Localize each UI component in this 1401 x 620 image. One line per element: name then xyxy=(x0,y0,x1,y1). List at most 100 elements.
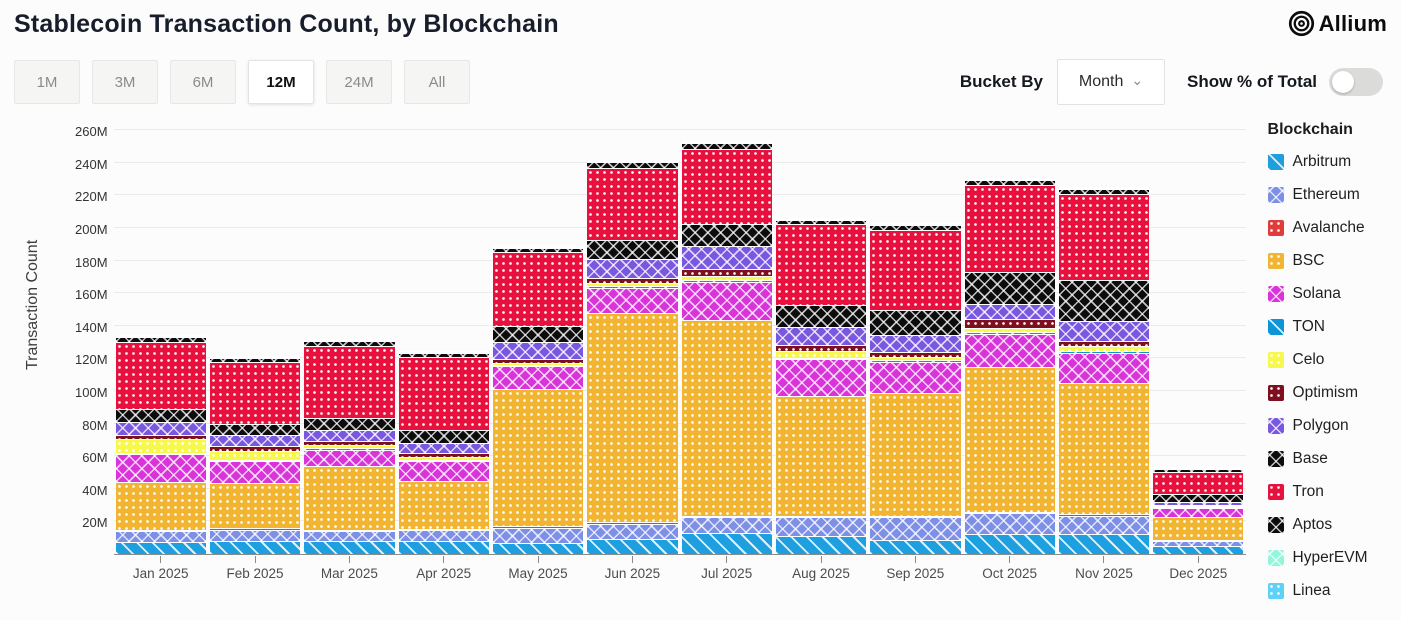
segment-optimism-aug-2025[interactable] xyxy=(775,344,867,352)
segment-optimism-jul-2025[interactable] xyxy=(681,269,772,276)
segment-polygon-sep-2025[interactable] xyxy=(870,334,961,352)
bar-dec-2025[interactable] xyxy=(1151,115,1245,554)
legend-item-hyperevm[interactable]: HyperEVM xyxy=(1267,549,1401,567)
segment-solana-feb-2025[interactable] xyxy=(209,461,301,484)
segment-ethereum-mar-2025[interactable] xyxy=(304,531,395,541)
segment-polygon-apr-2025[interactable] xyxy=(398,442,489,454)
segment-hyperevm-jan-2025[interactable] xyxy=(115,335,206,337)
segment-bsc-feb-2025[interactable] xyxy=(209,483,301,529)
segment-ethereum-sep-2025[interactable] xyxy=(870,517,961,541)
segment-hyperevm-jun-2025[interactable] xyxy=(587,161,678,163)
bar-feb-2025[interactable] xyxy=(208,115,302,554)
segment-ton-may-2025[interactable] xyxy=(492,364,584,366)
segment-solana-may-2025[interactable] xyxy=(492,365,584,390)
segment-celo-apr-2025[interactable] xyxy=(398,457,489,460)
segment-celo-jun-2025[interactable] xyxy=(587,283,678,287)
range-button-12m[interactable]: 12M xyxy=(248,60,314,104)
segment-arbitrum-oct-2025[interactable] xyxy=(964,534,1055,554)
segment-celo-may-2025[interactable] xyxy=(492,363,584,365)
segment-linea-jun-2025[interactable] xyxy=(587,160,678,162)
segment-polygon-aug-2025[interactable] xyxy=(775,326,867,345)
segment-aptos-sep-2025[interactable] xyxy=(870,224,961,230)
segment-ton-mar-2025[interactable] xyxy=(304,448,395,451)
legend-item-linea[interactable]: Linea xyxy=(1267,582,1401,600)
segment-solana-jan-2025[interactable] xyxy=(115,454,206,482)
segment-ton-apr-2025[interactable] xyxy=(398,459,489,462)
segment-avalanche-dec-2025[interactable] xyxy=(1153,539,1244,541)
segment-base-jan-2025[interactable] xyxy=(115,408,206,422)
segment-aptos-oct-2025[interactable] xyxy=(964,180,1055,185)
segment-optimism-apr-2025[interactable] xyxy=(398,453,489,458)
segment-solana-sep-2025[interactable] xyxy=(870,361,961,393)
segment-aptos-may-2025[interactable] xyxy=(492,247,584,253)
segment-tron-dec-2025[interactable] xyxy=(1153,471,1244,494)
segment-avalanche-may-2025[interactable] xyxy=(492,526,584,528)
segment-arbitrum-jun-2025[interactable] xyxy=(587,539,678,554)
segment-linea-dec-2025[interactable] xyxy=(1153,467,1244,469)
segment-base-feb-2025[interactable] xyxy=(209,424,301,435)
segment-hyperevm-dec-2025[interactable] xyxy=(1153,468,1244,470)
segment-tron-mar-2025[interactable] xyxy=(304,345,395,418)
segment-linea-mar-2025[interactable] xyxy=(304,338,395,340)
bar-jun-2025[interactable] xyxy=(585,115,679,554)
segment-hyperevm-may-2025[interactable] xyxy=(492,246,584,248)
segment-arbitrum-may-2025[interactable] xyxy=(492,542,584,554)
segment-polygon-mar-2025[interactable] xyxy=(304,429,395,442)
segment-hyperevm-jul-2025[interactable] xyxy=(681,142,772,144)
range-button-1m[interactable]: 1M xyxy=(14,60,80,104)
segment-base-sep-2025[interactable] xyxy=(870,309,961,335)
segment-tron-aug-2025[interactable] xyxy=(775,224,867,305)
bar-jul-2025[interactable] xyxy=(680,115,774,554)
segment-ton-aug-2025[interactable] xyxy=(775,357,867,360)
bar-jan-2025[interactable] xyxy=(114,115,208,554)
legend-item-ton[interactable]: TON xyxy=(1267,318,1401,336)
segment-arbitrum-jan-2025[interactable] xyxy=(115,541,206,554)
segment-optimism-may-2025[interactable] xyxy=(492,358,584,364)
segment-aptos-dec-2025[interactable] xyxy=(1153,469,1244,472)
segment-tron-jul-2025[interactable] xyxy=(681,148,772,224)
segment-arbitrum-feb-2025[interactable] xyxy=(209,540,301,554)
segment-optimism-jan-2025[interactable] xyxy=(115,434,206,440)
bar-aug-2025[interactable] xyxy=(774,115,868,554)
segment-arbitrum-mar-2025[interactable] xyxy=(304,540,395,554)
segment-polygon-oct-2025[interactable] xyxy=(964,303,1055,320)
segment-hyperevm-aug-2025[interactable] xyxy=(775,219,867,220)
legend-item-aptos[interactable]: Aptos xyxy=(1267,516,1401,534)
segment-aptos-mar-2025[interactable] xyxy=(304,340,395,346)
segment-celo-jul-2025[interactable] xyxy=(681,275,772,280)
segment-solana-aug-2025[interactable] xyxy=(775,359,867,396)
legend-item-optimism[interactable]: Optimism xyxy=(1267,384,1401,402)
segment-base-jun-2025[interactable] xyxy=(587,240,678,259)
bar-apr-2025[interactable] xyxy=(397,115,491,554)
segment-ethereum-aug-2025[interactable] xyxy=(775,517,867,537)
segment-optimism-oct-2025[interactable] xyxy=(964,319,1055,329)
segment-ton-jan-2025[interactable] xyxy=(115,452,206,455)
segment-aptos-feb-2025[interactable] xyxy=(209,358,301,363)
segment-ton-feb-2025[interactable] xyxy=(209,459,301,462)
segment-aptos-jun-2025[interactable] xyxy=(587,162,678,168)
segment-tron-may-2025[interactable] xyxy=(492,252,584,327)
segment-optimism-jun-2025[interactable] xyxy=(587,277,678,284)
segment-avalanche-apr-2025[interactable] xyxy=(398,529,489,531)
segment-bsc-aug-2025[interactable] xyxy=(775,395,867,516)
segment-aptos-jul-2025[interactable] xyxy=(681,143,772,149)
segment-arbitrum-sep-2025[interactable] xyxy=(870,540,961,554)
segment-bsc-mar-2025[interactable] xyxy=(304,465,395,530)
legend-item-bsc[interactable]: BSC xyxy=(1267,252,1401,270)
segment-celo-feb-2025[interactable] xyxy=(209,450,301,460)
segment-solana-mar-2025[interactable] xyxy=(304,450,395,466)
legend-item-tron[interactable]: Tron xyxy=(1267,483,1401,501)
segment-celo-nov-2025[interactable] xyxy=(1058,346,1150,352)
segment-avalanche-nov-2025[interactable] xyxy=(1058,514,1150,516)
segment-tron-sep-2025[interactable] xyxy=(870,229,961,310)
segment-celo-dec-2025[interactable] xyxy=(1153,506,1244,508)
range-button-6m[interactable]: 6M xyxy=(170,60,236,104)
segment-solana-jun-2025[interactable] xyxy=(587,287,678,313)
segment-ton-oct-2025[interactable] xyxy=(964,332,1055,335)
segment-celo-mar-2025[interactable] xyxy=(304,445,395,449)
segment-linea-sep-2025[interactable] xyxy=(870,222,961,224)
segment-avalanche-jul-2025[interactable] xyxy=(681,515,772,518)
segment-linea-oct-2025[interactable] xyxy=(964,178,1055,180)
segment-polygon-may-2025[interactable] xyxy=(492,341,584,359)
range-button-24m[interactable]: 24M xyxy=(326,60,392,104)
